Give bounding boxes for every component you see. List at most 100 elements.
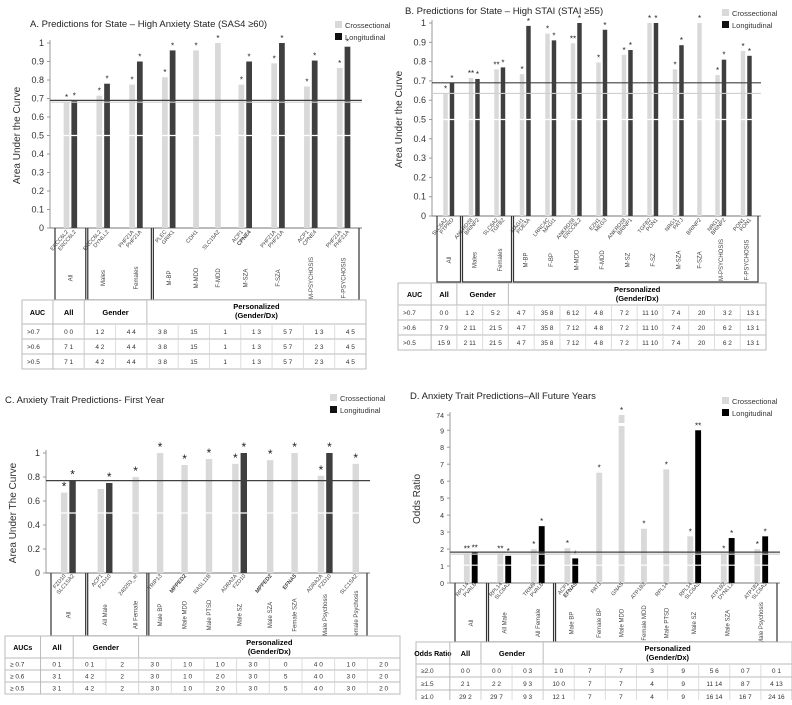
significance-stars: * — [280, 34, 283, 43]
bar-crossectional — [663, 469, 670, 583]
group-label: Female Psychosis — [354, 591, 360, 640]
y-tick-label: 0.4 — [27, 520, 40, 530]
bar-crossectional — [63, 102, 70, 228]
table-cell: 3 8 — [158, 359, 167, 366]
table-section-header: Personalized — [644, 644, 691, 653]
bar-longitudinal — [344, 46, 351, 229]
significance-stars: * — [240, 76, 243, 85]
y-tick-label: 0.1 — [31, 205, 44, 215]
gene-label: BRINP2 — [686, 217, 703, 236]
table-cell: 1 2 — [95, 329, 104, 336]
bar-crossectional — [238, 84, 245, 228]
table-section-header: Personalized — [614, 285, 661, 294]
section-bracket — [152, 228, 360, 301]
significance-stars: * — [327, 440, 332, 454]
table-cell: 4 — [650, 681, 654, 688]
y-axis-label: Area Under the Curve — [12, 86, 23, 184]
table-cell: 2 0 — [379, 662, 388, 669]
y-axis-label: Odds Ratio — [412, 474, 423, 524]
table-section-header: All — [64, 308, 74, 317]
group-label: F-SZA — [276, 269, 282, 286]
gene-label: MPPED2 — [255, 573, 274, 594]
group-label: All — [68, 275, 74, 282]
bar-crossectional — [497, 553, 504, 583]
group-label: Males — [101, 270, 107, 286]
significance-stars: * — [346, 38, 349, 47]
legend-label-crossectional: Crossectional — [345, 21, 391, 30]
bar-longitudinal — [505, 555, 512, 583]
table-row-label: ≥ 0.6 — [10, 674, 25, 681]
bar-crossectional — [463, 553, 470, 583]
legend-swatch-longitudinal — [330, 406, 337, 413]
table-cell: 10 0 — [552, 681, 565, 688]
bar-crossectional — [672, 69, 678, 216]
table-cell: 6 12 — [566, 310, 579, 317]
table-cell: 7 12 — [566, 325, 579, 332]
bar-longitudinal — [728, 538, 735, 583]
significance-stars: * — [131, 76, 134, 85]
significance-stars: * — [138, 53, 141, 62]
significance-stars: * — [756, 540, 759, 549]
gene-label: EFNA5 — [282, 573, 298, 591]
panel-title: B. Predictions for State – High STAI (ST… — [405, 6, 603, 17]
table-cell: 3 0 — [150, 686, 159, 693]
significance-stars: * — [62, 480, 67, 494]
table-cell: 4 5 — [346, 359, 355, 366]
table-cell: 3 1 — [52, 674, 61, 681]
summary-table: AUCs All Gender Personalized(Gender/Dx) ≥ 0.… — [4, 635, 401, 695]
significance-stars: * — [622, 46, 625, 55]
bar-crossectional — [618, 415, 625, 583]
group-label: Females — [134, 266, 140, 289]
legend-swatch-crossectional — [722, 397, 729, 404]
bar-longitudinal — [169, 50, 176, 229]
table-cell: 4 13 — [770, 681, 783, 688]
panel-B: B. Predictions for State – High STAI (ST… — [394, 6, 778, 351]
y-tick-label: 1 — [35, 448, 40, 458]
table-cell: 7 4 — [671, 325, 680, 332]
table-cell: 11 10 — [642, 325, 658, 332]
group-label: F-SZA — [698, 251, 704, 268]
table-cell: 5 7 — [283, 359, 292, 366]
y-tick-label: 0.8 — [27, 472, 40, 482]
significance-stars: * — [730, 529, 733, 538]
y-tick-label: 0.1 — [413, 192, 426, 202]
y-axis-label: Area Under The Curve — [8, 462, 19, 563]
table-cell: 5 — [284, 686, 288, 693]
significance-stars: * — [716, 66, 719, 75]
y-tick-label: 0.5 — [31, 131, 44, 141]
significance-stars: * — [476, 70, 479, 79]
bar-longitudinal — [526, 25, 531, 216]
table-corner: AUC — [30, 310, 45, 317]
table-cell: 4 0 — [314, 662, 323, 669]
bar-crossectional — [232, 463, 239, 573]
table-cell: 4 2 — [95, 344, 104, 351]
y-tick-label: 1 — [39, 38, 44, 48]
group-label: Males — [472, 252, 478, 268]
gene-label: GNAS — [610, 581, 625, 597]
table-cell: 16 7 — [739, 694, 752, 700]
legend-label-longitudinal: Longitudinal — [345, 33, 386, 42]
significance-stars: * — [578, 14, 581, 23]
table-row-label: >0.7 — [403, 310, 416, 317]
table-cell: 4 4 — [127, 359, 136, 366]
table-cell: 7 4 — [671, 340, 680, 347]
table-row-label: >0.5 — [403, 340, 416, 347]
bar-crossectional — [317, 475, 325, 573]
bar-crossectional — [621, 54, 627, 216]
table-cell: 4 2 — [85, 674, 94, 681]
bar-crossectional — [132, 477, 139, 573]
summary-table: AUC All Gender Personalized(Gender/Dx) >0.7 0… — [397, 282, 767, 351]
table-cell: 3 — [650, 668, 654, 675]
significance-stars: * — [171, 41, 174, 50]
table-cell: 3 0 — [150, 674, 159, 681]
table-cell: 15 — [190, 359, 198, 366]
table-section-header: All — [461, 649, 471, 658]
group-label: Male BP — [158, 604, 164, 627]
significance-stars: * — [552, 31, 555, 40]
table-cell: 5 7 — [283, 344, 292, 351]
bar-crossectional — [687, 536, 694, 583]
bar-longitudinal — [471, 552, 478, 583]
table-cell: 15 — [190, 329, 198, 336]
table-cell: 9 — [681, 694, 685, 700]
